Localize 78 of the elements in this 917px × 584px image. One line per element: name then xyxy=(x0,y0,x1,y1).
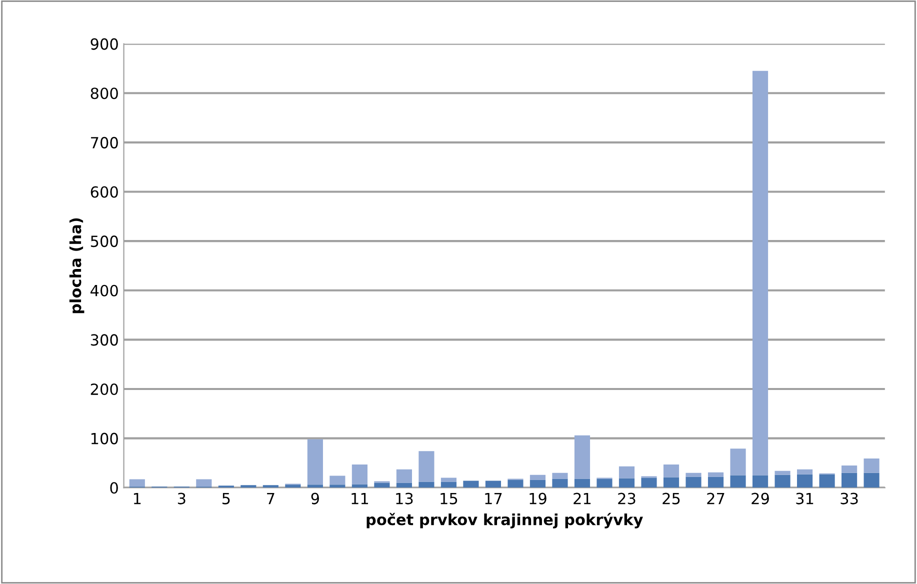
x-tick-label: 15 xyxy=(440,492,458,504)
y-tick-label: 700 xyxy=(91,136,118,148)
bar xyxy=(686,472,702,477)
y-tick-label: 900 xyxy=(90,38,118,50)
bar xyxy=(596,478,612,488)
bar xyxy=(663,464,680,478)
bar xyxy=(307,439,323,485)
bar xyxy=(864,458,880,473)
bar xyxy=(797,469,813,474)
bar xyxy=(819,474,835,488)
bar xyxy=(196,479,212,487)
x-tick-label: 27 xyxy=(707,492,724,504)
y-tick-label: 800 xyxy=(90,88,118,100)
bar xyxy=(708,472,724,477)
y-tick-label: 0 xyxy=(110,482,118,494)
bar xyxy=(842,472,858,488)
y-tick-label: 100 xyxy=(91,432,118,444)
bar xyxy=(842,465,858,473)
bar xyxy=(574,435,590,479)
y-axis-title: plocha (ha) xyxy=(69,218,84,314)
bar xyxy=(463,480,479,488)
x-axis-title: počet prvkov krajinnej pokrývky xyxy=(366,512,643,528)
y-tick-label: 500 xyxy=(90,236,118,248)
bar xyxy=(708,476,724,488)
bar xyxy=(285,484,301,488)
x-tick-label: 29 xyxy=(752,492,769,504)
bar xyxy=(262,485,278,488)
bar xyxy=(440,482,456,488)
bar xyxy=(530,480,546,488)
x-tick-label: 9 xyxy=(311,492,319,504)
bar xyxy=(797,474,813,488)
y-tick-label: 200 xyxy=(90,383,118,396)
x-tick-label: 21 xyxy=(574,492,591,504)
x-tick-label: 23 xyxy=(618,492,636,504)
bar xyxy=(307,484,323,488)
bar xyxy=(774,474,790,488)
bar xyxy=(752,70,768,476)
x-tick-label: 25 xyxy=(662,492,680,504)
y-tick-label: 600 xyxy=(90,186,118,198)
bar xyxy=(129,479,145,487)
bar xyxy=(240,485,256,488)
y-tick-label: 400 xyxy=(90,284,118,296)
x-tick-label: 1 xyxy=(134,492,141,504)
bar xyxy=(752,475,768,488)
bar xyxy=(396,469,412,483)
x-tick-label: 17 xyxy=(485,492,502,504)
bar xyxy=(730,448,746,476)
bar xyxy=(774,470,790,475)
bar xyxy=(663,477,680,488)
bar xyxy=(552,478,568,488)
bar xyxy=(730,475,746,488)
x-tick-label: 13 xyxy=(396,492,413,504)
x-tick-label: 11 xyxy=(352,492,368,504)
bar xyxy=(618,466,635,478)
bar xyxy=(530,474,546,480)
x-tick-label: 33 xyxy=(840,492,858,504)
bar xyxy=(352,484,368,488)
bar xyxy=(352,464,368,484)
bar xyxy=(330,476,346,485)
bar xyxy=(485,480,502,488)
bar xyxy=(864,472,880,488)
bar xyxy=(396,482,412,488)
bar xyxy=(508,480,524,488)
bar xyxy=(618,478,635,488)
bar xyxy=(418,482,434,488)
y-tick-label: 300 xyxy=(90,334,118,346)
bar xyxy=(552,472,568,479)
bar xyxy=(641,478,657,488)
x-tick-label: 19 xyxy=(530,492,546,504)
bar xyxy=(686,476,702,488)
x-tick-label: 7 xyxy=(267,492,274,504)
x-tick-label: 3 xyxy=(178,492,186,504)
x-tick-label: 5 xyxy=(222,492,230,504)
x-tick-label: 31 xyxy=(796,492,814,504)
bar xyxy=(374,482,390,488)
bar xyxy=(574,478,590,488)
bar xyxy=(418,451,434,482)
bar xyxy=(330,484,346,488)
